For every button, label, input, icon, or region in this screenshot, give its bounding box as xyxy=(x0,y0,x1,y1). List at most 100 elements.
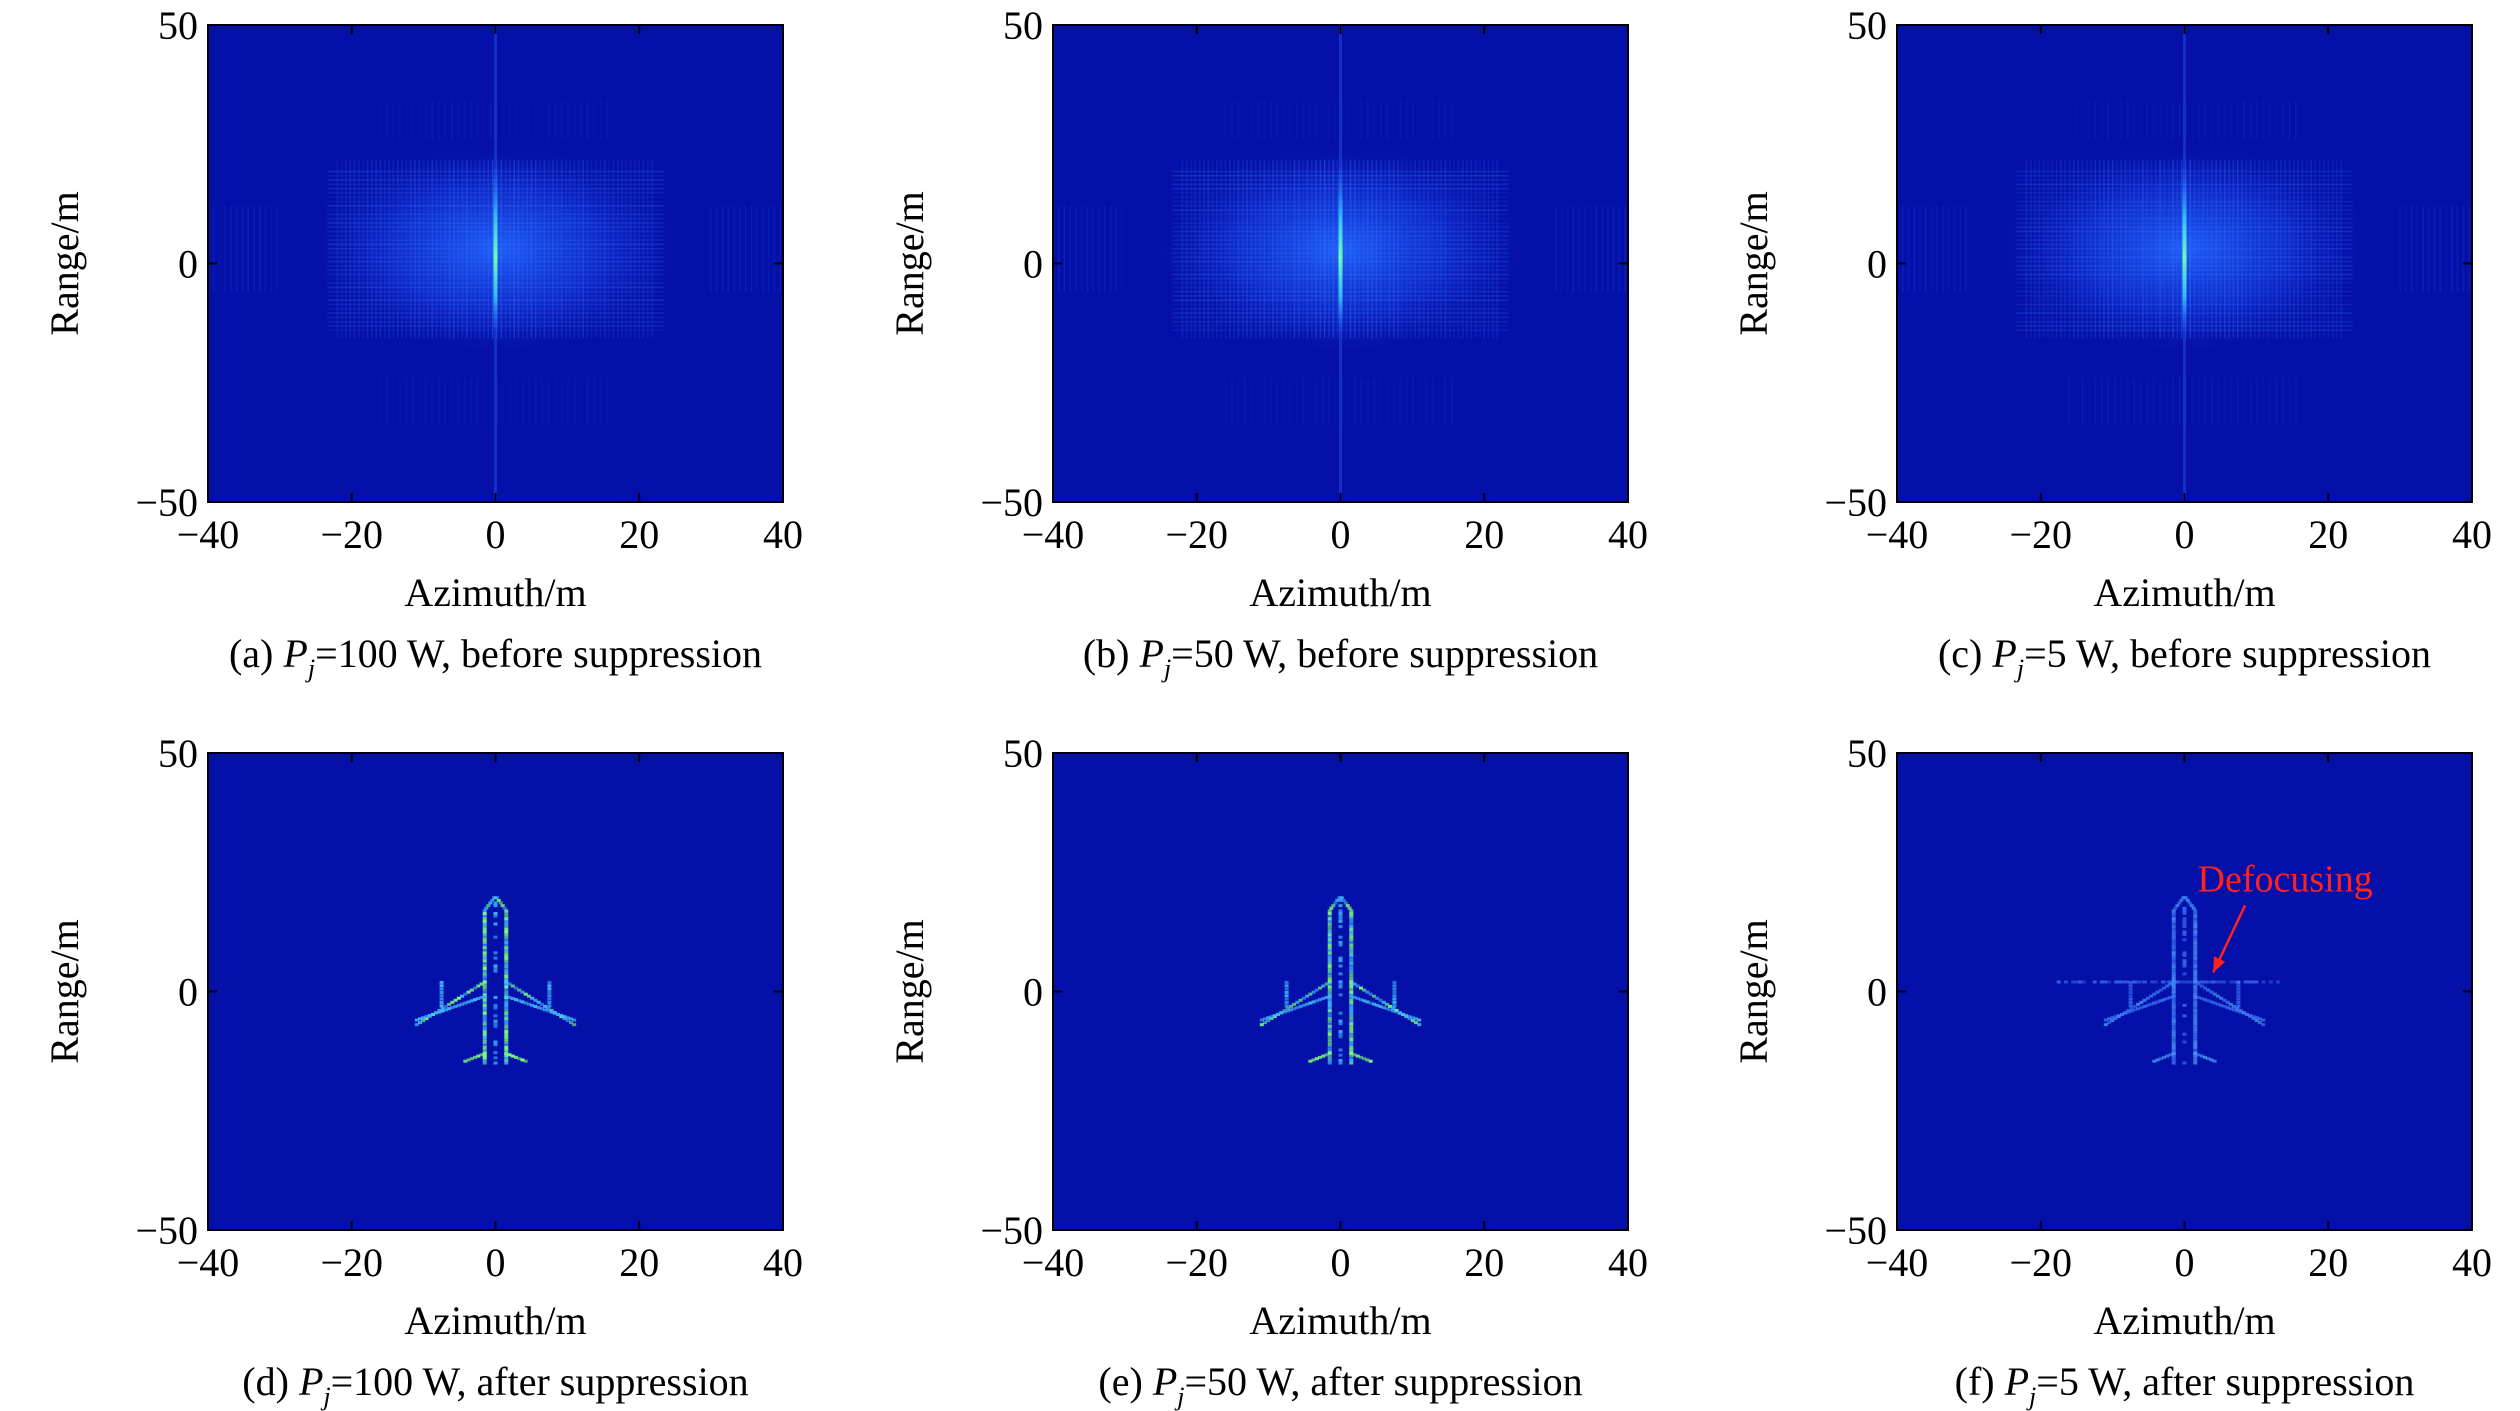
target-pixel xyxy=(2172,964,2176,967)
y-tick-label: 50 xyxy=(1847,731,1887,776)
x-axis-label: Azimuth/m xyxy=(1249,570,1431,615)
target-pixel xyxy=(1349,949,1353,952)
target-pixel xyxy=(2172,999,2176,1002)
target-pixel xyxy=(504,912,508,915)
caption-text: =5 W, after suppression xyxy=(2036,1359,2414,1404)
target-pixel xyxy=(483,967,487,970)
center-line xyxy=(494,168,498,330)
target-pixel xyxy=(483,975,487,978)
target-pixel xyxy=(2172,1048,2176,1051)
target-pixel xyxy=(1328,1012,1332,1015)
target-pixel xyxy=(2236,988,2240,991)
target-pixel xyxy=(494,1062,498,1065)
target-pixel xyxy=(2172,1043,2176,1046)
target-pixel xyxy=(483,949,487,952)
target-pixel xyxy=(504,967,508,970)
target-pixel xyxy=(440,984,444,987)
target-pixel xyxy=(2172,1062,2176,1065)
target-pixel xyxy=(1349,991,1353,994)
defocus-streak-pixel xyxy=(2103,980,2107,983)
target-pixel xyxy=(1392,998,1396,1001)
target-pixel xyxy=(483,959,487,962)
caption-prefix: (d) xyxy=(242,1359,299,1404)
target-pixel xyxy=(504,933,508,936)
defocus-streak-pixel xyxy=(2276,980,2280,983)
target-pixel xyxy=(2193,1043,2197,1046)
target-pixel xyxy=(1349,946,1353,949)
target-pixel xyxy=(2193,933,2197,936)
target-pixel xyxy=(1339,957,1343,960)
target-pixel xyxy=(494,964,498,967)
target-pixel xyxy=(1328,975,1332,978)
target-pixel xyxy=(1349,1025,1353,1028)
target-pixel xyxy=(2129,988,2133,991)
target-pixel xyxy=(1339,1062,1343,1065)
target-pixel xyxy=(440,981,444,984)
defocus-streak-pixel xyxy=(2190,980,2194,983)
target-pixel xyxy=(2193,941,2197,944)
target-pixel xyxy=(2193,1062,2197,1065)
target-pixel xyxy=(483,1009,487,1012)
target-pixel xyxy=(1349,1001,1353,1004)
target-pixel xyxy=(1328,988,1332,991)
target-pixel xyxy=(2193,972,2197,975)
target-pixel xyxy=(1349,1020,1353,1023)
target-pixel xyxy=(504,1062,508,1065)
target-pixel xyxy=(2193,959,2197,962)
target-pixel xyxy=(2236,1001,2240,1004)
target-pixel xyxy=(547,981,551,984)
target-pixel xyxy=(1349,988,1353,991)
target-pixel xyxy=(483,988,487,991)
target-pixel xyxy=(486,904,490,907)
target-pixel xyxy=(1339,904,1343,907)
target-pixel xyxy=(494,967,498,970)
target-pixel xyxy=(1339,943,1343,946)
y-axis-label: Range/m xyxy=(42,191,87,335)
target-pixel xyxy=(504,962,508,965)
target-pixel xyxy=(483,1012,487,1015)
x-axis-label: Azimuth/m xyxy=(1249,1298,1431,1343)
target-pixel xyxy=(504,972,508,975)
target-pixel xyxy=(494,1025,498,1028)
target-pixel xyxy=(2193,930,2197,933)
target-pixel xyxy=(2172,949,2176,952)
target-pixel xyxy=(2193,1035,2197,1038)
target-pixel xyxy=(1339,972,1343,975)
target-pixel xyxy=(1392,981,1396,984)
target-pixel xyxy=(2172,967,2176,970)
defocus-streak-pixel xyxy=(2269,980,2273,983)
target-pixel xyxy=(483,970,487,973)
y-tick-label: −50 xyxy=(980,1208,1043,1253)
target-pixel xyxy=(2172,936,2176,939)
target-pixel xyxy=(1328,1017,1332,1020)
target-pixel xyxy=(2129,981,2133,984)
target-pixel xyxy=(1328,972,1332,975)
target-pixel xyxy=(2192,907,2196,910)
target-pixel xyxy=(484,907,488,910)
target-pixel xyxy=(1349,1012,1353,1015)
caption-text: =100 W, before suppression xyxy=(315,631,762,676)
target-pixel xyxy=(2193,1033,2197,1036)
target-pixel xyxy=(1369,1060,1373,1063)
target-pixel xyxy=(483,928,487,931)
target-pixel xyxy=(2183,912,2187,915)
target-pixel xyxy=(1349,1056,1353,1059)
target-pixel xyxy=(1339,917,1343,920)
target-pixel xyxy=(2183,1041,2187,1044)
target-pixel xyxy=(504,917,508,920)
defocus-streak-pixel xyxy=(2254,980,2258,983)
target-pixel xyxy=(494,936,498,939)
image-background xyxy=(208,753,783,1230)
target-pixel xyxy=(2193,1038,2197,1041)
target-pixel xyxy=(483,1017,487,1020)
target-pixel xyxy=(483,912,487,915)
target-pixel xyxy=(2183,1033,2187,1036)
target-pixel xyxy=(2172,925,2176,928)
target-pixel xyxy=(1285,981,1289,984)
y-axis-label: Range/m xyxy=(42,919,87,1063)
target-pixel xyxy=(2193,985,2197,988)
target-pixel xyxy=(1348,907,1352,910)
target-pixel xyxy=(2172,1004,2176,1007)
